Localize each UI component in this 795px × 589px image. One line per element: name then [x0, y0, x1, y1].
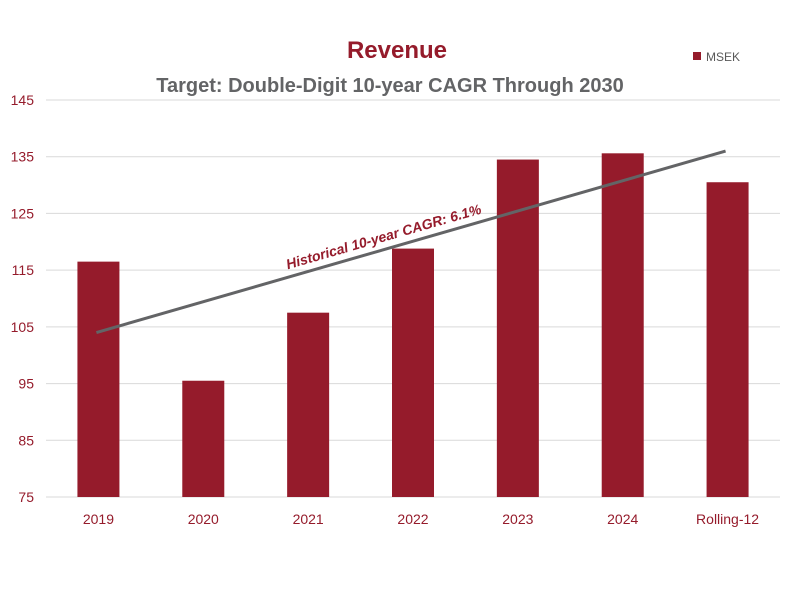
- x-tick-label: 2023: [502, 511, 533, 527]
- bar-2020: [182, 380, 225, 497]
- y-axis: 75 85 95 105 115 125 135 145: [11, 92, 35, 505]
- x-axis: 2019 2020 2021 2022 2023 2024 Rolling-12: [83, 511, 759, 527]
- y-tick-label: 125: [11, 205, 35, 221]
- x-tick-label: 2021: [293, 511, 324, 527]
- bar-2022: [392, 248, 434, 497]
- bar-rolling-12: [706, 182, 749, 497]
- y-tick-label: 75: [18, 489, 34, 505]
- bar-2019: [77, 261, 120, 497]
- trend-line: [96, 149, 726, 334]
- chart-subtitle: Target: Double-Digit 10-year CAGR Throug…: [156, 75, 623, 97]
- legend-label: MSEK: [706, 50, 740, 64]
- x-tick-label: 2022: [397, 511, 428, 527]
- x-tick-label: Rolling-12: [696, 511, 759, 527]
- y-tick-label: 135: [11, 149, 35, 165]
- bars: [77, 153, 749, 498]
- y-tick-label: 85: [18, 432, 34, 448]
- x-tick-label: 2019: [83, 511, 114, 527]
- y-tick-label: 115: [12, 262, 35, 278]
- x-tick-label: 2020: [188, 511, 219, 527]
- bar-2021: [287, 312, 330, 497]
- y-tick-label: 105: [11, 319, 35, 335]
- bar-2024: [601, 153, 644, 497]
- x-tick-label: 2024: [607, 511, 638, 527]
- legend-swatch: [693, 52, 701, 60]
- y-tick-label: 145: [11, 92, 35, 108]
- legend: MSEK: [693, 50, 740, 64]
- y-tick-label: 95: [18, 376, 34, 392]
- chart-title: Revenue: [347, 37, 447, 64]
- cagr-annotation: Historical 10-year CAGR: 6.1%: [284, 201, 483, 273]
